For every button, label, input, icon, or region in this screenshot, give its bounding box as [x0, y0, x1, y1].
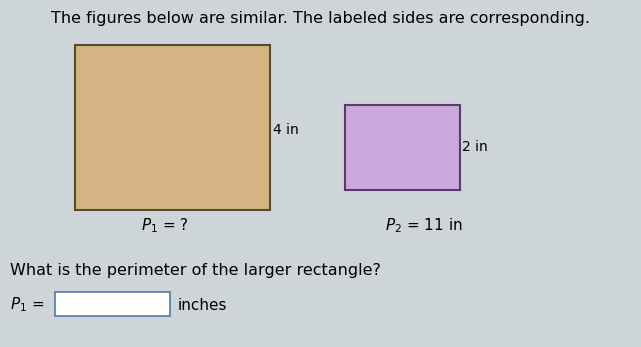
- Text: 2 in: 2 in: [462, 140, 488, 154]
- Text: $P_1$ = ?: $P_1$ = ?: [141, 217, 189, 235]
- Text: 4 in: 4 in: [273, 123, 299, 137]
- Text: The figures below are similar. The labeled sides are corresponding.: The figures below are similar. The label…: [51, 10, 590, 25]
- Text: inches: inches: [178, 297, 228, 313]
- Bar: [55, 292, 170, 316]
- Bar: [75, 45, 270, 210]
- Text: What is the perimeter of the larger rectangle?: What is the perimeter of the larger rect…: [10, 262, 381, 278]
- Bar: [345, 105, 460, 190]
- Text: $P_2$ = 11 in: $P_2$ = 11 in: [385, 217, 463, 235]
- Text: $P_1$ =: $P_1$ =: [10, 296, 44, 314]
